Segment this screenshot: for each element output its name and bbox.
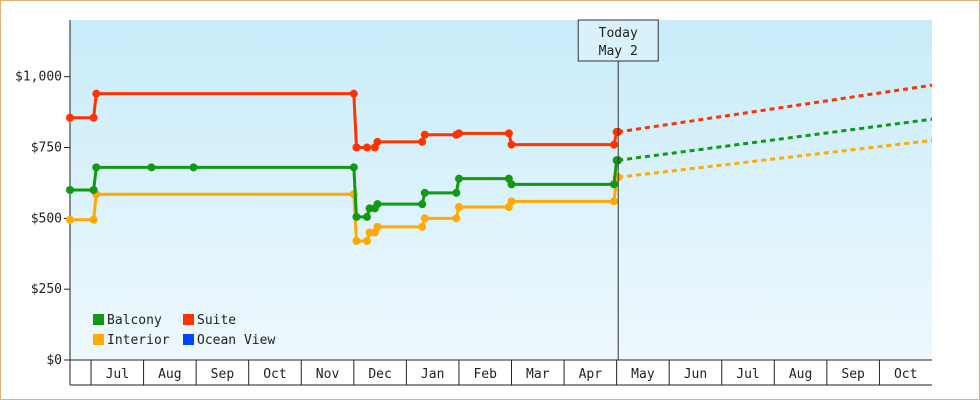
legend-label: Balcony — [107, 313, 162, 328]
data-point — [92, 89, 101, 98]
data-point — [420, 188, 429, 197]
data-point — [507, 140, 516, 149]
data-point — [349, 89, 358, 98]
today-label: Today — [599, 26, 638, 41]
legend-label: Suite — [197, 313, 236, 328]
x-tick-label: Oct — [894, 367, 917, 382]
y-tick-label: $750 — [31, 141, 62, 156]
data-point — [454, 203, 463, 211]
data-point — [452, 188, 461, 197]
x-tick-label: Aug — [158, 367, 181, 382]
data-point — [89, 186, 98, 194]
y-tick-label: $500 — [31, 211, 62, 226]
data-point — [89, 113, 98, 122]
data-point — [89, 215, 98, 224]
data-point — [454, 129, 463, 138]
data-point — [362, 237, 371, 245]
data-point — [362, 143, 371, 152]
legend-swatch — [93, 314, 104, 325]
data-point — [66, 113, 74, 122]
legend-item-ocean-view: Ocean View — [183, 333, 275, 348]
y-tick-label: $1,000 — [15, 70, 62, 85]
data-point — [454, 174, 463, 183]
axes — [69, 20, 932, 386]
data-point — [92, 163, 101, 172]
x-tick-label: Jul — [106, 367, 129, 382]
data-point — [418, 137, 427, 146]
y-tick-label: $0 — [46, 353, 62, 368]
data-point — [504, 129, 513, 138]
data-point — [66, 186, 74, 194]
x-tick-label: Nov — [316, 367, 340, 382]
data-point — [420, 214, 429, 223]
legend-label: Interior — [107, 333, 170, 348]
legend-item-suite: Suite — [183, 313, 236, 328]
data-point — [352, 143, 361, 152]
x-tick-label: Apr — [579, 367, 603, 382]
data-point — [452, 214, 461, 223]
plot-background — [70, 20, 932, 360]
legend: Balcony Suite Interior Ocean View — [93, 313, 275, 348]
data-point — [362, 212, 371, 221]
data-point — [373, 137, 382, 146]
data-point — [610, 180, 619, 189]
data-point — [373, 222, 382, 231]
data-point — [507, 180, 516, 189]
x-tick-label: Aug — [789, 367, 812, 382]
x-tick-label: Sep — [211, 367, 235, 382]
y-axis-ticks: $0 $250 $500 $750 $1,000 — [15, 70, 70, 368]
x-tick-label: Dec — [368, 367, 391, 382]
series-line — [70, 175, 619, 243]
x-tick-label: Jul — [736, 367, 759, 382]
data-point — [352, 237, 361, 245]
data-point — [66, 215, 74, 224]
data-point — [418, 200, 427, 209]
today-date: May 2 — [599, 44, 638, 59]
data-point — [610, 140, 619, 149]
legend-swatch — [183, 314, 194, 325]
data-point — [420, 130, 429, 139]
x-tick-label: Feb — [473, 367, 497, 382]
legend-swatch — [183, 334, 194, 345]
series-line — [70, 92, 619, 149]
data-point — [418, 222, 427, 231]
legend-label: Ocean View — [197, 333, 275, 348]
data-point — [349, 163, 358, 172]
data-point — [189, 163, 198, 172]
forecast-line — [618, 138, 933, 179]
data-point — [147, 163, 156, 172]
x-tick-label: May — [631, 367, 655, 382]
y-tick-label: $250 — [31, 282, 62, 297]
x-tick-label: Jan — [421, 367, 444, 382]
legend-item-balcony: Balcony — [93, 313, 162, 328]
month-gridlines — [90, 360, 880, 385]
data-point — [507, 197, 516, 206]
data-point — [373, 200, 382, 209]
forecast-line — [617, 83, 933, 134]
forecast-line — [618, 117, 933, 162]
today-marker: Today May 2 — [577, 19, 659, 360]
x-axis-months: Jul Aug Sep Oct Nov Dec Jan Feb Mar Apr May Jun Jul A… — [106, 367, 918, 382]
x-tick-label: Mar — [526, 367, 550, 382]
today-box — [577, 19, 659, 62]
legend-swatch — [93, 334, 104, 345]
x-tick-label: Sep — [841, 367, 865, 382]
data-point — [352, 212, 361, 221]
x-tick-label: Oct — [263, 367, 286, 382]
data-point — [610, 197, 619, 206]
x-tick-label: Jun — [684, 367, 707, 382]
legend-item-interior: Interior — [93, 333, 170, 348]
